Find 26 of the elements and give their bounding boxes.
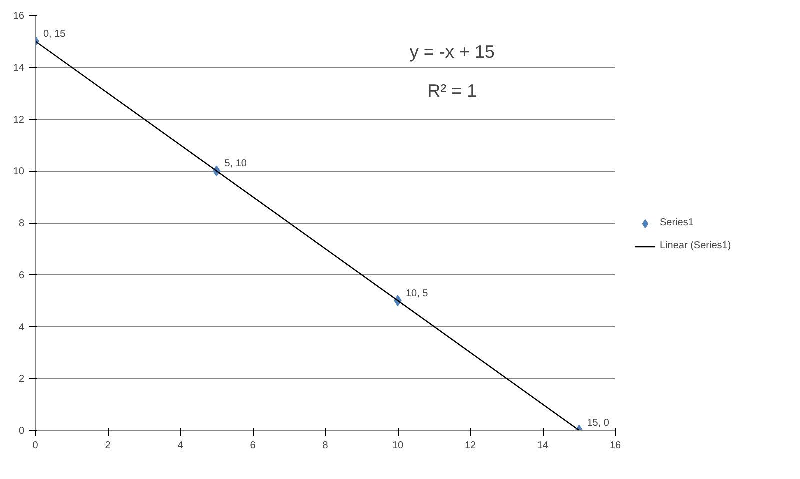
y-tick-label: 10 [13, 166, 25, 178]
annotation: R² = 1 [428, 81, 478, 102]
y-tick-label: 6 [18, 270, 25, 282]
annotation: y = -x + 15 [410, 42, 495, 62]
y-tick-label: 2 [18, 374, 25, 386]
y-tick-label: 14 [13, 62, 25, 74]
x-tick-label: 10 [392, 440, 404, 452]
legend-label: Linear (Series1) [660, 240, 732, 252]
data-label: 5, 10 [224, 158, 248, 170]
y-tick-label: 8 [18, 218, 25, 230]
y-tick-label: 16 [13, 11, 25, 22]
x-tick-label: 4 [178, 440, 184, 452]
x-tick-label: 16 [610, 440, 622, 452]
x-tick-label: 0 [32, 440, 39, 452]
x-tick-label: 8 [322, 440, 329, 452]
data-label: 15, 0 [587, 418, 610, 429]
x-tick-label: 6 [250, 440, 256, 452]
x-tick-label: 2 [105, 440, 112, 452]
x-tick-label: 12 [464, 440, 476, 452]
y-tick-label: 0 [18, 426, 25, 437]
x-tick-label: 14 [537, 440, 549, 452]
y-tick-label: 4 [18, 322, 25, 334]
legend-label: Series1 [660, 218, 694, 228]
data-label: 10, 5 [406, 288, 429, 300]
data-label: 0, 15 [44, 28, 66, 40]
y-tick-label: 12 [13, 114, 25, 126]
